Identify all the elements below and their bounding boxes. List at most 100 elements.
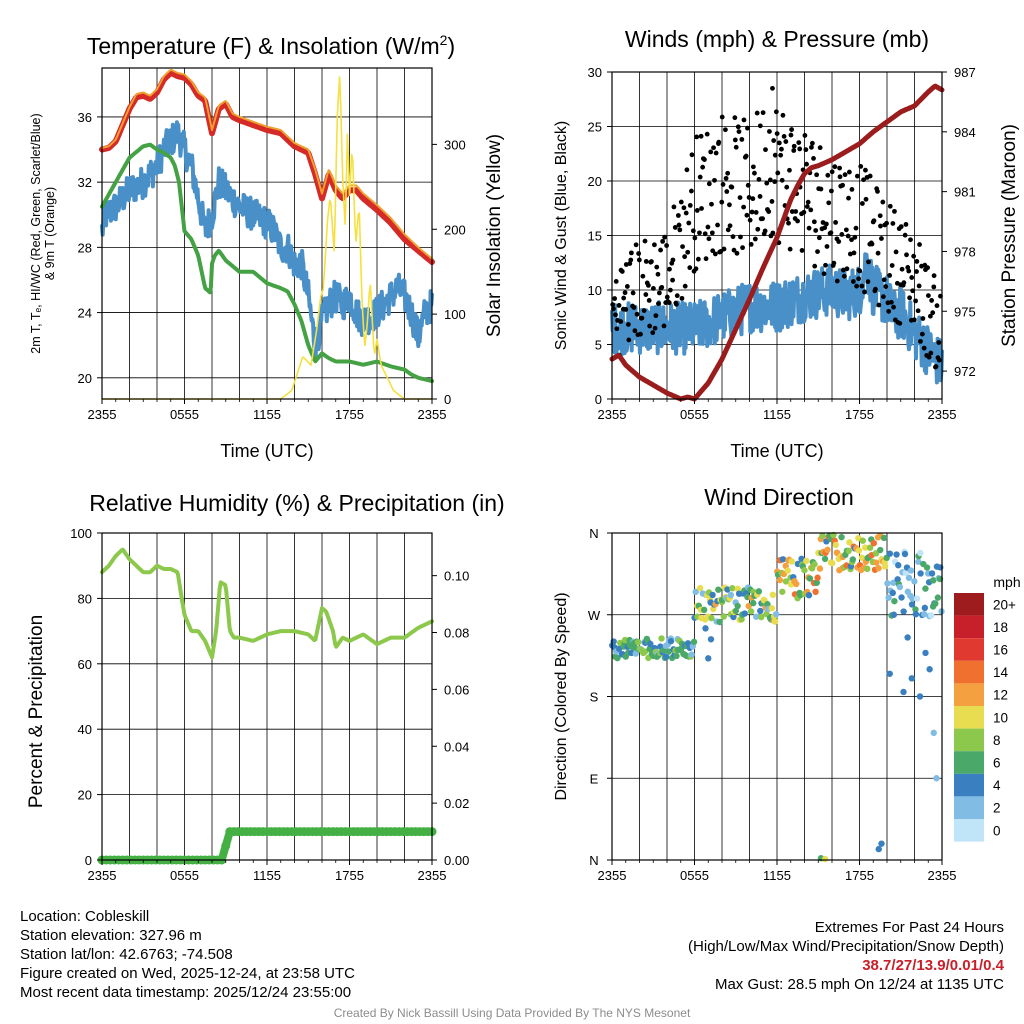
gust-point (859, 201, 865, 206)
direction-point (838, 533, 845, 541)
direction-point (912, 606, 919, 613)
gust-point (655, 271, 661, 277)
colorbar-swatch (954, 593, 984, 616)
gust-point (818, 186, 824, 192)
gust-point (871, 218, 877, 224)
gust-point (846, 169, 852, 175)
gust-point (843, 227, 849, 233)
x-tick-label: 1155 (763, 868, 791, 883)
direction-point (793, 580, 800, 588)
direction-point (614, 654, 621, 662)
direction-point (819, 532, 826, 540)
gust-point (839, 232, 845, 237)
gust-point (660, 238, 666, 244)
direction-point (908, 675, 915, 682)
y-tick-label: E (590, 771, 599, 786)
gust-point (909, 275, 915, 280)
direction-point (690, 638, 698, 646)
gust-point (760, 216, 766, 222)
gust-point (749, 209, 755, 215)
direction-point (881, 563, 889, 570)
gust-point (929, 297, 935, 303)
gust-point (667, 287, 673, 293)
direction-point (753, 613, 760, 620)
gust-point (767, 177, 773, 183)
gust-point (806, 225, 812, 231)
gust-point (854, 283, 860, 289)
x-axis-label: Time (UTC) (730, 441, 823, 461)
gust-point (612, 296, 618, 301)
x-tick-label: 1755 (845, 868, 874, 883)
direction-point (750, 599, 757, 607)
y-tick-label: 36 (78, 110, 92, 125)
gust-point (825, 172, 831, 178)
gust-point (631, 305, 637, 310)
gust-point (613, 279, 619, 284)
direction-point (864, 565, 871, 573)
series-station-pressure-maroon (609, 83, 945, 402)
gust-point (901, 280, 907, 286)
gust-point (659, 284, 665, 290)
gust-point (740, 245, 745, 251)
series-sonic-wind-blue (610, 252, 944, 385)
direction-point (805, 591, 813, 599)
gust-point (653, 313, 659, 319)
direction-point (769, 591, 777, 599)
gust-point (762, 228, 768, 234)
gust-point (708, 149, 714, 155)
gust-point (610, 302, 616, 308)
gust-point (741, 204, 747, 210)
y-tick-label: N (589, 853, 598, 868)
y2-axis-label: Station Pressure (Maroon) (999, 124, 1020, 347)
y2-axis-label: Solar Insolation (Yellow) (484, 134, 505, 337)
colorbar-label: 2 (993, 801, 1001, 816)
direction-point (907, 567, 915, 574)
gust-point (723, 175, 729, 181)
colorbar-unit-label: mph (993, 574, 1020, 590)
gust-point (821, 271, 827, 277)
direction-point (900, 688, 907, 696)
direction-point (806, 575, 814, 582)
gust-point (678, 199, 684, 205)
gust-point (703, 256, 709, 262)
gust-point (936, 357, 942, 363)
direction-point (811, 561, 818, 568)
gust-point (632, 328, 638, 334)
direction-point (928, 570, 936, 577)
gust-point (867, 173, 873, 179)
direction-point (732, 607, 740, 615)
gust-point (633, 242, 639, 248)
gust-point (673, 301, 679, 307)
gust-point (689, 188, 694, 194)
direction-point (707, 636, 715, 643)
gust-point (647, 323, 653, 329)
direction-point (877, 546, 884, 554)
colorbar-label: 20+ (993, 597, 1016, 612)
direction-point (922, 585, 929, 592)
series-wind-chill-blue (100, 120, 434, 362)
gust-point (873, 286, 878, 292)
direction-point (673, 652, 680, 660)
direction-point (634, 638, 642, 646)
direction-point (776, 576, 784, 584)
gust-point (750, 196, 756, 202)
gust-point (719, 199, 725, 205)
recent-data-text: Most recent data timestamp: 2025/12/24 2… (20, 984, 352, 1001)
y2-tick-label: 0.04 (444, 739, 469, 754)
station-info: Location: Cobleskill Station elevation: … (20, 907, 355, 1002)
gust-point (695, 256, 701, 262)
gust-point (802, 133, 808, 138)
gust-point (628, 250, 634, 256)
gust-point (823, 221, 829, 227)
gust-point (917, 242, 922, 247)
gust-point (649, 259, 654, 264)
gust-point (781, 133, 787, 139)
gust-point (693, 266, 699, 272)
y-tick-label: 10 (588, 283, 602, 298)
y-tick-label: 0 (595, 392, 602, 407)
y2-tick-label: 0.00 (444, 853, 469, 868)
gust-point (862, 289, 867, 295)
gust-point (735, 124, 741, 130)
gust-point (783, 139, 789, 144)
